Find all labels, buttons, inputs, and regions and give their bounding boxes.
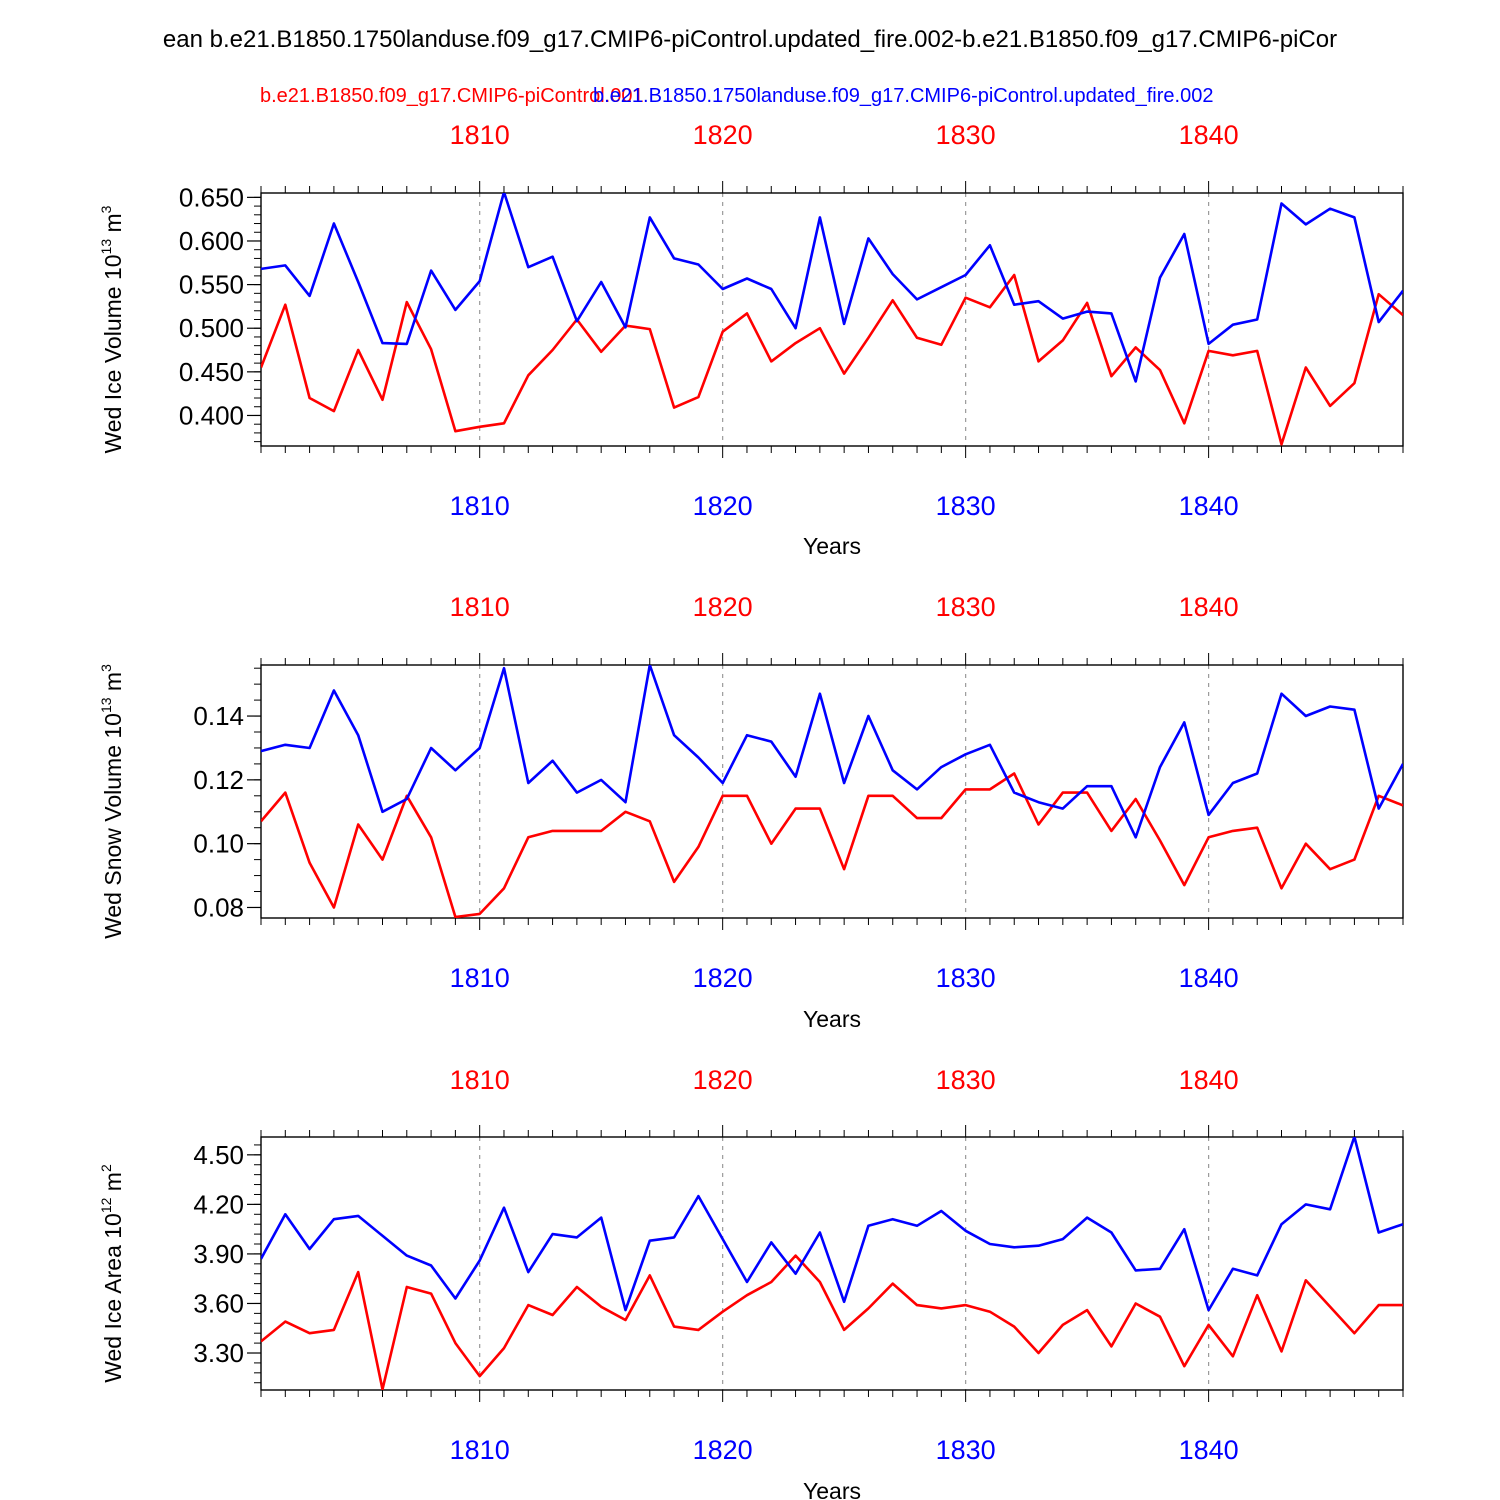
y-tick-label: 0.14 — [193, 701, 244, 731]
y-tick-label: 3.30 — [193, 1338, 244, 1368]
series-line-blue — [261, 193, 1403, 383]
y-axis-title: Wed Ice Area 1012 m2 — [98, 1164, 126, 1383]
top-year-label: 1810 — [450, 592, 510, 622]
y-tick-label: 0.10 — [193, 829, 244, 859]
y-tick-label: 4.20 — [193, 1189, 244, 1219]
y-tick-label: 4.50 — [193, 1140, 244, 1170]
figure-title: ean b.e21.B1850.1750landuse.f09_g17.CMIP… — [163, 26, 1337, 53]
bottom-year-label: 1810 — [450, 1435, 510, 1465]
x-axis-title: Years — [803, 1006, 861, 1032]
x-axis-title: Years — [803, 533, 861, 559]
y-axis-title: Wed Ice Volume 1013 m3 — [98, 205, 126, 453]
y-axis-unit-base: 10 — [100, 254, 126, 280]
y-axis-unit-power: 3 — [98, 205, 114, 213]
panel-1: 1810 1820 1830 1840 1810 1820 1830 1840 Years 0.4… — [98, 120, 1404, 559]
legend-blue-label: b.e21.B1850.1750landuse.f09_g17.CMIP6-pi… — [593, 85, 1213, 107]
series-line-blue — [261, 665, 1403, 839]
y-axis-unit-base: 10 — [100, 713, 126, 739]
series-line-red — [261, 273, 1403, 446]
top-year-label: 1840 — [1179, 120, 1239, 150]
bottom-year-label: 1820 — [693, 1435, 753, 1465]
y-axis-title-text: Wed Ice Area — [100, 1245, 126, 1383]
y-axis-unit-exponent: 12 — [98, 1197, 114, 1213]
top-year-label: 1810 — [450, 1065, 510, 1095]
panel-2: 1810 1820 1830 1840 1810 1820 1830 1840 Years 0.0… — [98, 592, 1404, 1032]
y-tick-label: 3.90 — [193, 1239, 244, 1269]
y-tick-label: 0.550 — [179, 270, 244, 300]
y-tick-label: 0.12 — [193, 765, 244, 795]
y-axis-unit-symbol: m — [100, 672, 126, 691]
bottom-year-label: 1810 — [450, 491, 510, 521]
top-year-label: 1840 — [1179, 1065, 1239, 1095]
series-line-red — [261, 772, 1403, 918]
top-year-label: 1830 — [936, 592, 996, 622]
top-year-label: 1810 — [450, 120, 510, 150]
top-year-label: 1830 — [936, 120, 996, 150]
y-axis-unit-exponent: 13 — [98, 697, 114, 713]
bottom-year-label: 1810 — [450, 963, 510, 993]
y-axis-title: Wed Snow Volume 1013 m3 — [98, 664, 126, 939]
bottom-year-label: 1830 — [936, 963, 996, 993]
y-tick-label: 0.08 — [193, 892, 244, 922]
y-axis-unit-symbol: m — [100, 1172, 126, 1191]
top-year-label: 1820 — [693, 120, 753, 150]
y-axis-title-text: Wed Ice Volume — [100, 286, 126, 453]
y-axis-unit-exponent: 13 — [98, 239, 114, 255]
panel-3: 1810 1820 1830 1840 1810 1820 1830 1840 Years 3.3… — [98, 1065, 1404, 1500]
top-year-label: 1840 — [1179, 592, 1239, 622]
legend-red-label: b.e21.B1850.f09_g17.CMIP6-piControl.001 — [260, 85, 644, 107]
series-line-red — [261, 1254, 1403, 1390]
y-axis-title-text: Wed Snow Volume — [100, 745, 126, 939]
bottom-year-label: 1830 — [936, 491, 996, 521]
top-year-label: 1820 — [693, 1065, 753, 1095]
bottom-year-label: 1820 — [693, 963, 753, 993]
y-tick-label: 0.600 — [179, 226, 244, 256]
x-axis-title: Years — [803, 1478, 861, 1500]
y-tick-label: 3.60 — [193, 1288, 244, 1318]
bottom-year-label: 1840 — [1179, 491, 1239, 521]
y-tick-label: 0.400 — [179, 400, 244, 430]
y-tick-label: 0.450 — [179, 357, 244, 387]
y-axis-unit-power: 3 — [98, 664, 114, 672]
top-year-label: 1820 — [693, 592, 753, 622]
bottom-year-label: 1840 — [1179, 1435, 1239, 1465]
plot-frame — [260, 664, 1404, 919]
plot-frame — [260, 192, 1404, 447]
y-axis-unit-base: 10 — [100, 1213, 126, 1239]
top-year-label: 1830 — [936, 1065, 996, 1095]
y-axis-unit-power: 2 — [98, 1164, 114, 1172]
y-axis-unit-symbol: m — [100, 213, 126, 232]
bottom-year-label: 1840 — [1179, 963, 1239, 993]
series-line-blue — [261, 1137, 1403, 1312]
y-tick-label: 0.500 — [179, 313, 244, 343]
bottom-year-label: 1820 — [693, 491, 753, 521]
bottom-year-label: 1830 — [936, 1435, 996, 1465]
y-tick-label: 0.650 — [179, 182, 244, 212]
